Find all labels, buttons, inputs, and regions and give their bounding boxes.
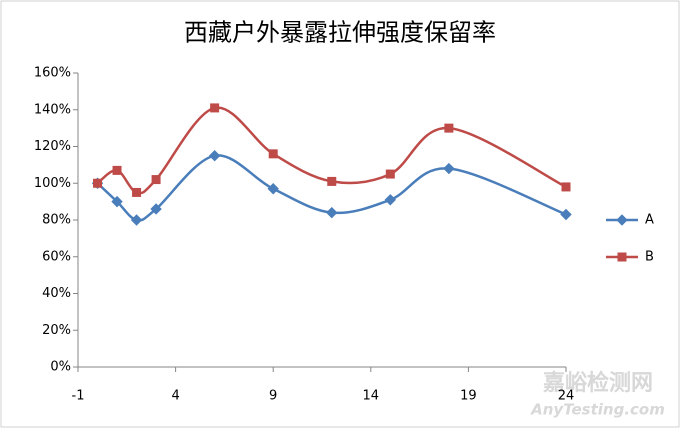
y-tick-label: 140% bbox=[34, 102, 71, 117]
data-point bbox=[443, 162, 455, 175]
series-line bbox=[96, 154, 567, 222]
x-tick-label: 4 bbox=[171, 389, 179, 404]
data-point bbox=[444, 123, 454, 133]
x-tick-label: 9 bbox=[269, 389, 277, 404]
watermark-url: AnyTesting.com bbox=[530, 401, 665, 419]
y-tick-label: 160% bbox=[34, 66, 71, 81]
x-tick-label: 24 bbox=[558, 389, 575, 404]
data-point bbox=[268, 149, 278, 159]
y-tick-label: 0% bbox=[50, 360, 71, 375]
data-point bbox=[561, 182, 571, 192]
legend-label: B bbox=[645, 250, 654, 265]
x-tick-label: 19 bbox=[460, 389, 477, 404]
data-point bbox=[384, 194, 397, 206]
data-point bbox=[267, 183, 279, 195]
data-point bbox=[130, 214, 143, 226]
data-point bbox=[210, 103, 220, 113]
data-point bbox=[93, 178, 103, 188]
data-point bbox=[385, 169, 395, 179]
chart-title: 西藏户外暴露拉伸强度保留率 bbox=[184, 19, 496, 47]
y-tick-label: 120% bbox=[34, 139, 71, 154]
x-tick-label: -1 bbox=[72, 389, 85, 404]
x-tick-label: 14 bbox=[363, 389, 380, 404]
legend-label: A bbox=[645, 213, 654, 228]
data-point bbox=[112, 165, 122, 175]
y-tick-label: 100% bbox=[34, 176, 71, 191]
legend-marker bbox=[617, 252, 627, 262]
y-tick-label: 40% bbox=[42, 286, 71, 301]
series-line bbox=[96, 106, 567, 195]
data-point bbox=[151, 175, 161, 185]
data-point bbox=[132, 187, 142, 197]
watermark-name: 嘉峪检测网 bbox=[543, 370, 653, 396]
data-point bbox=[111, 195, 123, 208]
data-point bbox=[560, 208, 572, 221]
y-tick-label: 60% bbox=[42, 249, 71, 264]
y-tick-label: 80% bbox=[42, 213, 71, 228]
data-point bbox=[208, 149, 221, 162]
data-point bbox=[326, 206, 338, 219]
legend-marker bbox=[616, 214, 628, 226]
data-point bbox=[150, 203, 162, 215]
data-point bbox=[327, 176, 337, 186]
y-tick-label: 20% bbox=[42, 323, 71, 338]
